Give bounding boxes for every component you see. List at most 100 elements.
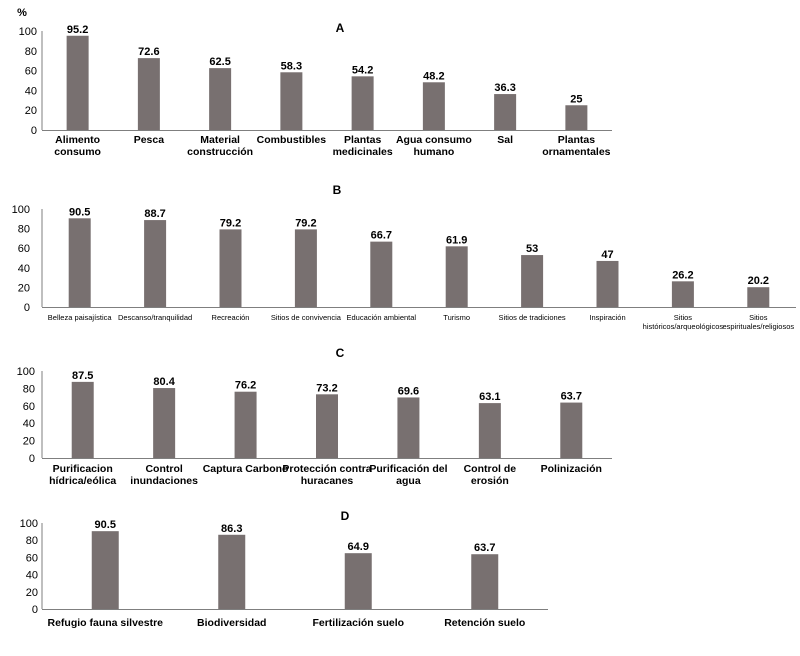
bar [144,220,167,307]
bar [351,76,374,130]
bar [521,255,544,307]
y-tick-label: 100 [12,204,30,216]
y-tick-label: 80 [25,46,37,58]
x-category-label: Plantas medicinales [333,134,393,158]
data-label: 63.1 [479,391,500,403]
data-label: 36.3 [494,82,515,94]
bar [370,241,393,307]
data-label: 26.2 [672,269,693,281]
data-label: 66.7 [371,230,392,242]
y-tick-label: 60 [25,66,37,78]
y-tick-label: 100 [17,366,35,378]
data-label: 80.4 [153,376,175,388]
bar [219,229,242,307]
x-category-label: Agua consumo humano [396,134,472,158]
bar [596,260,619,307]
x-category-label: Turismo [443,313,470,322]
data-label: 73.2 [316,382,337,394]
y-tick-label: 20 [18,282,30,294]
x-category-label: Purificacion hídrica/eólica [49,463,116,487]
x-category-label: Control inundaciones [130,463,198,487]
bar [494,94,517,130]
y-tick-label: 80 [18,224,30,236]
y-tick-label: 0 [32,604,38,616]
y-tick-label: 0 [29,453,35,465]
x-category-label: Plantas ornamentales [542,134,610,158]
panel-title: A [336,21,345,35]
y-tick-label: 100 [20,518,38,530]
y-tick-label: 40 [25,85,37,97]
y-tick-label: 0 [31,125,37,137]
data-label: 58.3 [281,60,302,72]
data-label: 90.5 [95,519,116,531]
bar [671,281,694,307]
x-category-label: Alimento consumo [54,134,101,158]
y-tick-label: 20 [25,105,37,117]
bar [66,35,89,130]
panel-title: D [341,509,350,523]
panel-b: B 0 20 40 60 80 100 90.5 Belleza paisajística 88.… [12,183,796,331]
bar [422,82,445,130]
y-tick-label: 80 [26,535,38,547]
x-category-label: Polinización [541,463,602,475]
data-label: 47 [601,249,613,261]
data-label: 95.2 [67,24,88,36]
data-label: 64.9 [348,541,369,553]
x-category-label: Sitios de tradiciones [499,313,566,322]
bar [445,246,468,307]
data-label: 72.6 [138,46,159,58]
panel-title: C [336,346,345,360]
bar [137,58,160,130]
bar [747,287,770,307]
bar [280,72,303,130]
y-tick-label: 100 [19,26,37,38]
x-category-label: Combustibles [257,134,327,146]
y-tick-label: 40 [18,263,30,275]
x-category-label: Educación ambiental [346,313,416,322]
x-category-label: Belleza paisajística [48,313,113,322]
data-label: 48.2 [423,70,444,82]
y-tick-label: 60 [26,552,38,564]
x-category-label: Pesca [134,134,165,146]
x-category-label: Sitios históricos/arqueológicos [643,313,724,331]
x-category-label: Sitios de convivencia [271,313,342,322]
y-tick-label: 40 [23,418,35,430]
x-category-label: Control de erosión [464,463,517,487]
bar [397,397,420,458]
panel-a: A% 0 20 40 60 80 100 95.2 Alimento consumo 72.6 Pes… [17,7,612,158]
x-category-label: Fertilización suelo [312,617,404,629]
bar [71,381,94,458]
x-category-label: Refugio fauna silvestre [47,617,163,629]
x-category-label: Sal [497,134,513,146]
bar [478,403,501,458]
data-label: 20.2 [748,275,769,287]
x-category-label: Sitios espirituales/religiosos [722,313,794,331]
bar [218,534,246,609]
data-label: 53 [526,243,538,255]
data-label: 86.3 [221,523,242,535]
data-label: 63.7 [561,391,582,403]
data-label: 88.7 [144,208,165,220]
x-category-label: Retención suelo [444,617,525,629]
data-label: 76.2 [235,380,256,392]
bar [153,388,176,458]
y-tick-label: 60 [23,401,35,413]
data-label: 63.7 [474,542,495,554]
x-category-label: Protección contra huracanes [282,463,371,487]
x-category-label: Descanso/tranquilidad [118,313,192,322]
data-label: 79.2 [295,217,316,229]
y-tick-label: 60 [18,243,30,255]
data-label: 61.9 [446,234,467,246]
data-label: 54.2 [352,64,373,76]
bar [294,229,317,307]
data-label: 79.2 [220,217,241,229]
data-label: 87.5 [72,370,93,382]
bar [316,394,338,458]
x-category-label: Purificación del agua [369,463,447,487]
data-label: 90.5 [69,206,90,218]
bar [91,531,119,609]
x-category-label: Recreación [212,313,250,322]
bar [68,218,91,307]
bar [560,402,583,458]
